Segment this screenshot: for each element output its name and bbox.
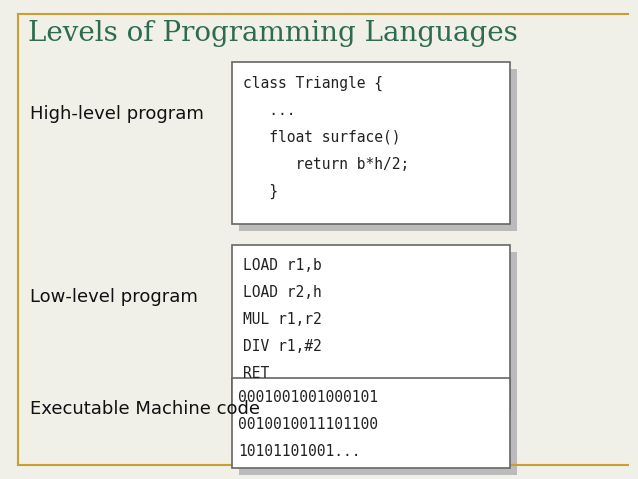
Bar	[239, 69, 517, 231]
Bar	[239, 252, 517, 417]
Bar	[239, 385, 517, 475]
Text: MUL r1,r2: MUL r1,r2	[243, 312, 322, 327]
Text: RET: RET	[243, 366, 269, 381]
Text: class Triangle {: class Triangle {	[243, 76, 383, 91]
Text: float surface(): float surface()	[243, 130, 401, 145]
Text: Executable Machine code: Executable Machine code	[30, 400, 260, 418]
Text: LOAD r2,h: LOAD r2,h	[243, 285, 322, 300]
Bar	[232, 245, 510, 410]
Text: Levels of Programming Languages: Levels of Programming Languages	[28, 20, 518, 47]
Bar	[232, 62, 510, 224]
Text: DIV r1,#2: DIV r1,#2	[243, 339, 322, 354]
Text: }: }	[243, 184, 278, 199]
Text: ...: ...	[243, 103, 295, 118]
Text: LOAD r1,b: LOAD r1,b	[243, 258, 322, 273]
Bar	[232, 378, 510, 468]
Text: Low-level program: Low-level program	[30, 288, 198, 306]
Text: 10101101001...: 10101101001...	[238, 444, 360, 459]
Text: High-level program: High-level program	[30, 105, 204, 123]
Text: return b*h/2;: return b*h/2;	[243, 157, 409, 172]
Text: 0010010011101100: 0010010011101100	[238, 417, 378, 432]
Text: 0001001001000101: 0001001001000101	[238, 390, 378, 405]
